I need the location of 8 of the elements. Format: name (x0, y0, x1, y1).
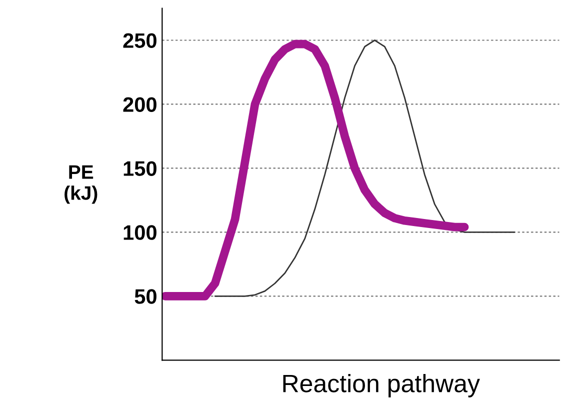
y-tick-label: 50 (134, 289, 156, 304)
y-tick-label: 100 (124, 225, 156, 240)
y-axis-title: PE (kJ) (64, 165, 98, 204)
y-tick-label: 150 (124, 161, 156, 176)
y-tick-label: 250 (123, 33, 156, 48)
line-series (214, 40, 516, 297)
x-axis-title: Reaction pathway (283, 374, 480, 398)
y-tick-label: 200 (123, 97, 156, 112)
